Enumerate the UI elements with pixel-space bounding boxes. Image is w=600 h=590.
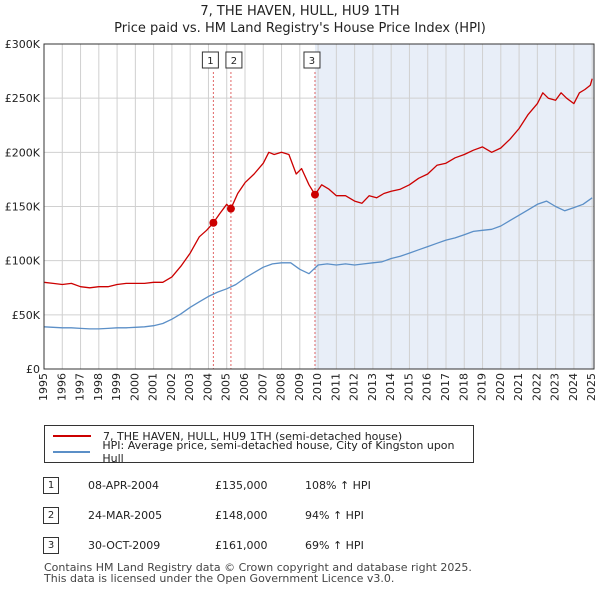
x-tick-label: 2001 <box>147 373 160 401</box>
y-tick-label: £250K <box>5 92 41 105</box>
x-tick-label: 1999 <box>110 373 123 401</box>
x-tick-label: 2023 <box>549 373 562 401</box>
x-tick-label: 2022 <box>530 373 543 401</box>
legend-item-property: 7, THE HAVEN, HULL, HU9 1TH (semi-detach… <box>53 428 402 444</box>
x-tick-label: 2008 <box>275 373 288 401</box>
x-tick-label: 2012 <box>348 373 361 401</box>
x-tick-label: 2021 <box>512 373 525 401</box>
x-tick-label: 2024 <box>567 373 580 401</box>
x-tick-label: 2006 <box>238 373 251 401</box>
x-tick-label: 1995 <box>37 373 50 401</box>
footer-copyright: Contains HM Land Registry data © Crown c… <box>44 561 472 574</box>
sale-number-box <box>201 51 219 69</box>
transaction-number-badge: 3 <box>43 537 59 554</box>
x-tick-label: 2020 <box>494 373 507 401</box>
table-row: 3 30-OCT-2009 £161,000 69% ↑ HPI <box>40 534 440 556</box>
attribution-footer: Contains HM Land Registry data © Crown c… <box>44 562 472 584</box>
transaction-date: 30-OCT-2009 <box>88 539 161 552</box>
y-tick-label: £0 <box>26 363 40 376</box>
y-tick-label: £100K <box>5 255 41 268</box>
sale-number-label: 1 <box>207 56 213 67</box>
price-chart: £0 £50K £100K £150K £200K £250K £300K 1995 1996 1… <box>5 38 598 401</box>
x-tick-label: 2010 <box>311 373 324 401</box>
x-tick-label: 1996 <box>55 373 68 401</box>
property-price-line <box>43 78 593 289</box>
x-tick-label: 2018 <box>457 373 470 401</box>
x-tick-label: 2005 <box>220 373 233 401</box>
chart-legend: 7, THE HAVEN, HULL, HU9 1TH (semi-detach… <box>44 425 474 465</box>
sale-number-box <box>225 51 243 69</box>
transaction-date: 08-APR-2004 <box>88 479 160 492</box>
hpi-line <box>43 197 593 330</box>
sale-point <box>226 204 235 213</box>
transaction-price: £148,000 <box>215 509 268 522</box>
x-tick-label: 2003 <box>183 373 196 401</box>
x-tick-label: 2002 <box>165 373 178 401</box>
chart-subtitle: Price paid vs. HM Land Registry's House … <box>114 21 486 36</box>
sale-point <box>209 218 218 227</box>
x-tick-label: 1998 <box>92 373 105 401</box>
x-tick-label: 2014 <box>384 373 397 401</box>
transaction-hpi-change: 108% ↑ HPI <box>305 479 371 492</box>
legend-swatch-property <box>53 435 91 437</box>
transaction-price: £161,000 <box>215 539 268 552</box>
sale-point <box>310 190 319 199</box>
plot-frame <box>43 43 595 370</box>
x-tick-label: 2009 <box>293 373 306 401</box>
legend-label-property: 7, THE HAVEN, HULL, HU9 1TH (semi-detach… <box>103 429 403 443</box>
table-row: 1 08-APR-2004 £135,000 108% ↑ HPI <box>40 474 440 496</box>
legend-label-hpi: HPI: Average price, semi-detached house,… <box>102 439 455 465</box>
sale-number-label: 3 <box>309 56 315 67</box>
y-tick-label: £50K <box>12 309 41 322</box>
sale-number-label: 2 <box>231 56 237 67</box>
x-tick-label: 2019 <box>476 373 489 401</box>
x-tick-label: 2000 <box>128 373 141 401</box>
transaction-price: £135,000 <box>215 479 268 492</box>
x-tick-label: 2013 <box>366 373 379 401</box>
x-tick-label: 2007 <box>256 373 269 401</box>
transaction-date: 24-MAR-2005 <box>88 509 163 522</box>
transaction-number-badge: 1 <box>43 477 59 494</box>
x-tick-label: 2017 <box>439 373 452 401</box>
y-tick-label: £300K <box>5 38 41 51</box>
y-tick-label: £150K <box>5 201 41 214</box>
chart-title: 7, THE HAVEN, HULL, HU9 1TH <box>200 4 400 19</box>
y-tick-label: £200K <box>5 146 41 159</box>
transaction-hpi-change: 69% ↑ HPI <box>305 539 364 552</box>
table-row: 2 24-MAR-2005 £148,000 94% ↑ HPI <box>40 504 440 526</box>
x-tick-label: 2015 <box>402 373 415 401</box>
x-tick-label: 1997 <box>74 373 87 401</box>
transaction-number-badge: 2 <box>43 507 59 524</box>
x-tick-label: 2025 <box>585 373 598 401</box>
legend-item-hpi: HPI: Average price, semi-detached house,… <box>53 439 473 465</box>
sale-number-box <box>303 51 321 69</box>
x-tick-label: 2016 <box>421 373 434 401</box>
transaction-hpi-change: 94% ↑ HPI <box>305 509 364 522</box>
x-tick-label: 2004 <box>201 373 214 401</box>
x-tick-label: 2011 <box>329 373 342 401</box>
legend-swatch-hpi <box>53 451 91 453</box>
footer-licence: This data is licensed under the Open Gov… <box>44 572 395 585</box>
